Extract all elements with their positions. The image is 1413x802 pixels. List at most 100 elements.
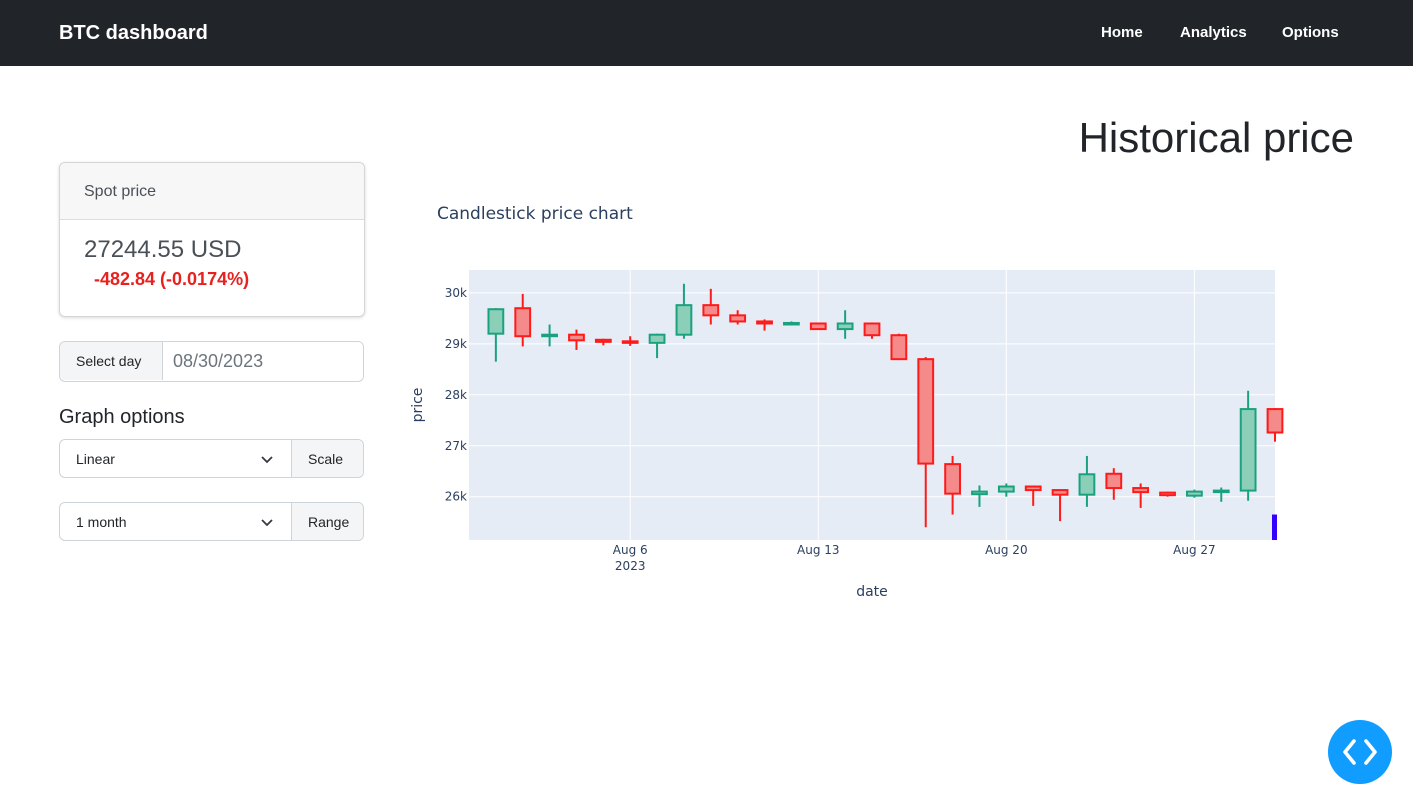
candle[interactable] [836,310,854,339]
candle[interactable] [1266,408,1284,442]
candle-body[interactable] [1266,408,1284,434]
scale-select-value: Linear [76,451,115,467]
candle[interactable] [890,333,908,361]
spot-price-change: -482.84 (-0.0174%) [94,269,250,289]
scale-group: Linear Scale [59,439,364,478]
code-toggle-button[interactable] [1328,720,1392,784]
candle-body[interactable] [729,314,747,323]
candle[interactable] [675,283,693,339]
y-tick-label: 27k [445,439,467,453]
candle-body[interactable] [1239,408,1257,492]
candle[interactable] [809,322,827,331]
candle-body[interactable] [675,304,693,336]
candle[interactable] [1132,483,1150,508]
range-select-value: 1 month [76,514,127,530]
candle[interactable] [568,329,585,350]
candle[interactable] [729,310,747,325]
date-input[interactable] [163,342,363,380]
candle[interactable] [541,324,558,347]
candle[interactable] [917,357,935,528]
candle-body[interactable] [971,490,988,496]
brand-title[interactable]: BTC dashboard [59,22,208,44]
candle-body[interactable] [863,322,881,337]
candle[interactable] [487,308,505,362]
candle[interactable] [1105,468,1123,500]
range-label: Range [291,503,363,540]
candle-body[interactable] [917,358,935,465]
y-tick-label: 28k [445,388,467,402]
chevron-down-icon [261,456,273,464]
scale-select[interactable]: Linear [60,440,291,477]
candle-body[interactable] [1105,472,1123,490]
candle[interactable] [1024,485,1042,506]
candle-body[interactable] [1132,487,1150,494]
candle-body[interactable] [568,333,585,342]
candle[interactable] [783,321,800,326]
candle-body[interactable] [621,340,639,344]
candle-body[interactable] [783,321,800,326]
candle[interactable] [997,483,1015,497]
candle-body[interactable] [1212,489,1230,494]
candle[interactable] [756,319,773,331]
selected-day-marker [1272,514,1277,540]
candle[interactable] [1186,489,1203,498]
candle-body[interactable] [1024,485,1042,492]
page-title: Historical price [1078,114,1354,161]
candle-body[interactable] [944,463,961,495]
candle-body[interactable] [514,307,532,338]
candle-body[interactable] [541,333,558,338]
candle-body[interactable] [836,322,854,331]
candle[interactable] [1212,487,1230,502]
range-select[interactable]: 1 month [60,503,291,540]
candlestick-chart[interactable]: Candlestick price chart 26k 27k 28k 29k 30k A… [400,190,1300,610]
date-picker-group: Select day [59,341,364,382]
candle[interactable] [1078,455,1096,507]
candle[interactable] [1159,491,1176,497]
candle-body[interactable] [890,334,908,361]
card-header-label: Spot price [84,183,157,200]
candle-body[interactable] [997,485,1015,493]
candle[interactable] [621,336,639,346]
candle[interactable] [944,455,961,515]
plot-area[interactable] [469,270,1275,540]
candle-body[interactable] [756,320,773,325]
candle[interactable] [971,485,988,507]
x-tick-year-label: 2023 [615,559,646,573]
y-tick-label: 26k [445,490,467,504]
card-header: Spot price [60,163,364,220]
range-group: 1 month Range [59,502,364,541]
candle[interactable] [1051,489,1069,522]
y-tick-label: 30k [445,286,467,300]
spot-price-card: Spot price 27244.55 USD -482.84 (-0.0174… [59,162,365,317]
x-tick-label: Aug 6 [613,543,648,557]
candle-body[interactable] [1159,491,1176,497]
x-axis-label: date [856,584,888,600]
scale-label: Scale [291,440,363,477]
candle[interactable] [1239,390,1257,501]
x-tick-label: Aug 20 [985,543,1028,557]
x-tick-label: Aug 27 [1173,543,1216,557]
code-icon [1343,739,1377,765]
candle-body[interactable] [594,338,612,343]
candle-body[interactable] [809,322,827,331]
nav-link-home[interactable]: Home [1101,24,1143,41]
y-tick-label: 29k [445,337,467,351]
graph-options-heading: Graph options [59,406,185,428]
candle-body[interactable] [648,333,666,344]
candle-body[interactable] [1078,473,1096,496]
candle-body[interactable] [1186,490,1203,497]
candle-body[interactable] [487,308,505,335]
candle[interactable] [702,288,720,325]
candle-body[interactable] [702,304,720,317]
nav-link-analytics[interactable]: Analytics [1180,24,1247,41]
select-day-label: Select day [60,342,163,380]
candle-body[interactable] [1051,489,1069,496]
candle[interactable] [648,333,666,359]
chevron-down-icon [261,519,273,527]
candle[interactable] [594,338,612,346]
candle[interactable] [514,293,532,347]
candle[interactable] [863,322,881,339]
x-tick-label: Aug 13 [797,543,840,557]
nav-link-options[interactable]: Options [1282,24,1339,41]
navbar: BTC dashboard Home Analytics Options [0,0,1413,66]
